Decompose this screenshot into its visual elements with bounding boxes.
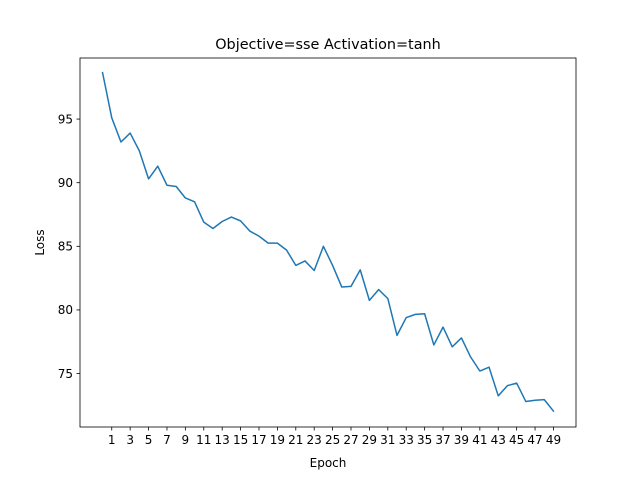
x-tick-label: 41 [472,433,487,447]
x-tick-label: 9 [182,433,190,447]
x-tick-label: 23 [307,433,322,447]
y-tick-label: 90 [58,176,73,190]
y-tick-label: 80 [58,303,73,317]
series-line-0 [101,71,555,413]
x-tick-label: 37 [435,433,450,447]
x-tick-label: 11 [196,433,211,447]
x-tick-label: 49 [546,433,561,447]
x-tick-label: 43 [491,433,506,447]
x-tick-label: 45 [509,433,524,447]
x-tick-label: 5 [145,433,153,447]
x-tick-label: 13 [215,433,230,447]
x-tick-label: 1 [108,433,116,447]
plot-area [79,57,577,428]
x-tick-label: 35 [417,433,432,447]
x-tick-label: 7 [163,433,171,447]
x-tick-label: 25 [325,433,340,447]
x-axis-label: Epoch [310,456,347,470]
y-tick-label: 75 [58,367,73,381]
x-tick-label: 19 [270,433,285,447]
axes-frame [79,57,577,428]
ticks: 1 3 5 7 9 11 13 15 17 19 21 23 25 27 29 31 33 35 37 39 41 43 4… [58,112,561,447]
x-tick-label: 15 [233,433,248,447]
y-tick-label: 85 [58,240,73,254]
x-tick-label: 17 [251,433,266,447]
x-tick-label: 33 [399,433,414,447]
x-tick-label: 31 [380,433,395,447]
x-tick-label: 3 [126,433,134,447]
chart-title: Objective=sse Activation=tanh [215,37,441,53]
x-tick-label: 27 [343,433,358,447]
x-tick-label: 29 [362,433,377,447]
x-tick-label: 47 [527,433,542,447]
y-axis-label: Loss [33,229,47,255]
y-tick-label: 95 [58,112,73,126]
x-tick-label: 21 [288,433,303,447]
x-tick-label: 39 [454,433,469,447]
